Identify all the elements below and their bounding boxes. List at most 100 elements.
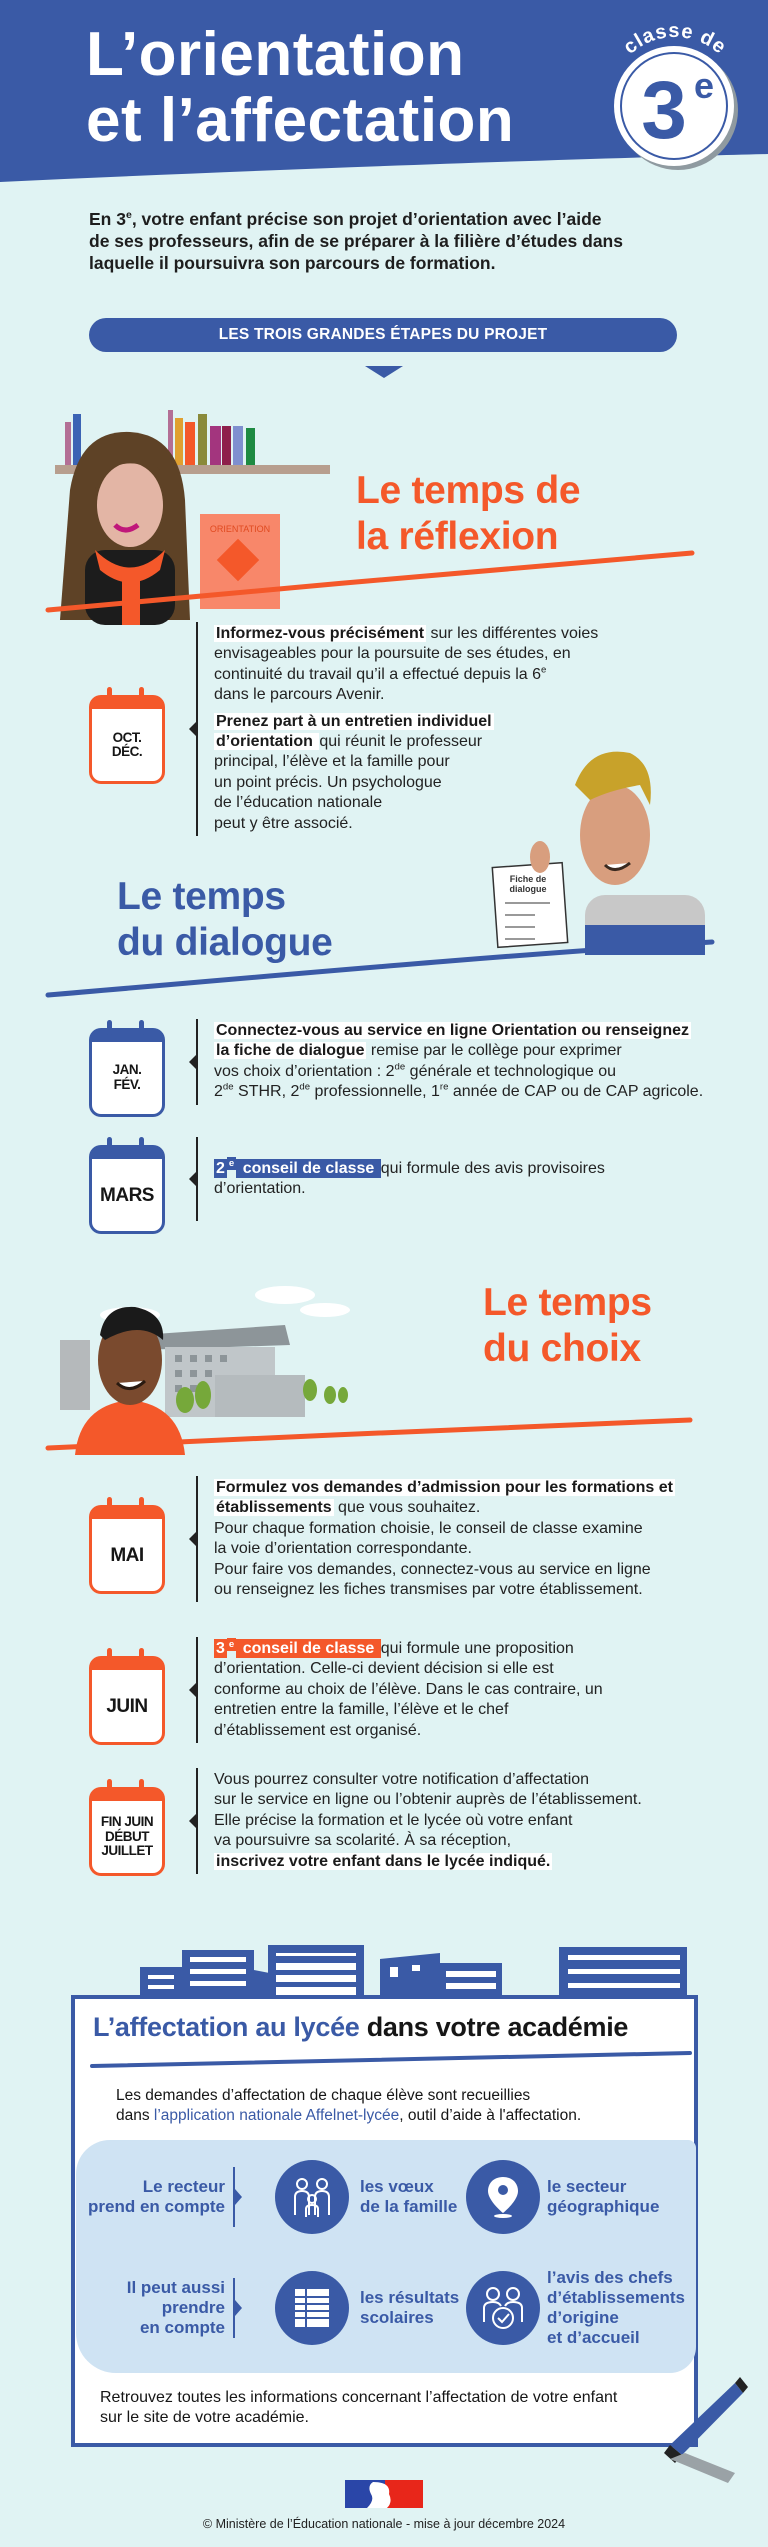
text-segment: Vous pourrez consulter votre notificatio… bbox=[214, 1771, 642, 1850]
books-icon bbox=[65, 410, 255, 465]
dialogue-illustration: Fiche de dialogue bbox=[491, 751, 705, 955]
text-segment: que vous souhaitez. Pour chaque formatio… bbox=[214, 1499, 651, 1599]
timeline-connector bbox=[189, 622, 198, 837]
text-segment: Les demandes d’affectation de chaque élè… bbox=[116, 2087, 531, 2124]
calendar-icon: OCT. DÉC. bbox=[89, 687, 165, 785]
header-band bbox=[0, 0, 768, 182]
affectation-title-blue: L’affectation au lycée bbox=[93, 2012, 360, 2042]
affectation-title: L’affectation au lycée dans votre académ… bbox=[93, 2012, 628, 2043]
location-pin-icon bbox=[466, 2160, 540, 2234]
highlighted-text: conseil de classe bbox=[236, 1639, 381, 1658]
calendar-ring bbox=[139, 687, 144, 704]
entry-text: Vous pourrez consulter votre notificatio… bbox=[214, 1768, 642, 1874]
highlighted-text: de bbox=[394, 1061, 406, 1073]
highlighted-text: e bbox=[226, 1637, 237, 1651]
timeline-entry: MARS 2 e conseil de classe qui formule des… bbox=[89, 1137, 605, 1234]
criteria-label: Le recteur prend en compte bbox=[88, 2177, 225, 2216]
entry-paragraph: Connectez-vous au service en ligne Orien… bbox=[214, 1021, 703, 1103]
republique-francaise-logo bbox=[345, 2480, 423, 2508]
highlighted-text: e bbox=[541, 664, 547, 676]
highlighted-text: e bbox=[226, 1157, 237, 1171]
highlighted-text: inscrivez votre enfant dans le lycée ind… bbox=[214, 1852, 553, 1870]
text-segment: qui formule des avis provisoires d’orien… bbox=[214, 1159, 605, 1197]
reflection-illustration: ORIENTATION bbox=[55, 410, 330, 625]
calendar-ring bbox=[139, 1497, 144, 1514]
calendar-ring bbox=[139, 1019, 144, 1036]
sheet-label: Fiche de dialogue bbox=[509, 874, 546, 894]
text-segment: générale et technologique ou 2 bbox=[214, 1062, 617, 1101]
page-title-line-1: L’orientation bbox=[86, 20, 465, 89]
text-segment: sur les différentes voies envisageables … bbox=[214, 625, 599, 683]
highlighted-text: conseil de classe bbox=[236, 1158, 381, 1178]
criteria-label: Il peut aussi prendre en compte bbox=[126, 2278, 225, 2337]
text-segment: dans le parcours Avenir. bbox=[214, 686, 385, 704]
chevron-right-icon bbox=[233, 2167, 242, 2227]
dialogue-sheet: Fiche de dialogue bbox=[491, 841, 569, 949]
calendar-ring bbox=[107, 1648, 112, 1665]
calendar-page: MARS bbox=[89, 1145, 165, 1234]
woman-avatar bbox=[60, 431, 190, 625]
timeline-entry: JUIN 3 e conseil de classe qui formule une… bbox=[89, 1637, 603, 1746]
entry-paragraph: Formulez vos demandes d’admission pour l… bbox=[214, 1478, 675, 1600]
highlighter-marker-icon bbox=[664, 2377, 748, 2483]
calendar-ring bbox=[107, 1137, 112, 1153]
calendar-icon: MARS bbox=[89, 1137, 165, 1234]
intro-body: , votre enfant précise son projet d’orie… bbox=[89, 209, 623, 273]
highlighted-text: de bbox=[299, 1081, 311, 1093]
section-title-reflection: Le temps de la réflexion bbox=[356, 469, 581, 558]
calendar-ring bbox=[139, 1648, 144, 1665]
intro-text: En 3e, votre enfant précise son projet d… bbox=[89, 208, 689, 274]
criteria-item: l’avis des chefs d’établissements d’orig… bbox=[547, 2268, 685, 2347]
family-icon bbox=[275, 2160, 349, 2234]
affectation-title-black: dans votre académie bbox=[359, 2012, 629, 2042]
calendar-page: FIN JUIN DÉBUT JUILLET bbox=[89, 1787, 165, 1877]
calendar-date: MAI bbox=[110, 1544, 144, 1566]
badge-superscript: e bbox=[694, 65, 714, 106]
entry-text: Formulez vos demandes d’admission pour l… bbox=[214, 1476, 675, 1602]
steps-banner: LES TROIS GRANDES ÉTAPES DU PROJET bbox=[89, 318, 677, 352]
calendar-page: JUIN bbox=[89, 1656, 165, 1746]
entry-paragraph: Informez-vous précisément sur les différ… bbox=[214, 624, 598, 706]
affectation-note: Retrouvez toutes les informations concer… bbox=[100, 2389, 618, 2426]
calendar-icon: MAI bbox=[89, 1497, 165, 1595]
down-arrow-icon bbox=[365, 366, 403, 378]
class-badge: classe de 3 e bbox=[614, 18, 738, 170]
calendar-ring bbox=[107, 1779, 112, 1796]
affectation-description: Les demandes d’affectation de chaque élè… bbox=[116, 2086, 581, 2126]
timeline-entry: MAI Formulez vos demandes d’admission pou… bbox=[89, 1476, 675, 1603]
timeline-connector bbox=[189, 1768, 198, 1875]
highlighted-text: re bbox=[439, 1081, 449, 1093]
calendar-date: JAN. FÉV. bbox=[112, 1062, 142, 1092]
poster-label: ORIENTATION bbox=[210, 524, 270, 534]
calendar-date: MARS bbox=[100, 1184, 154, 1206]
text-segment: qui formule une proposition d’orientatio… bbox=[214, 1640, 603, 1739]
calendar-icon: JAN. FÉV. bbox=[89, 1019, 165, 1117]
entry-text: Informez-vous précisément sur les différ… bbox=[214, 622, 598, 836]
timeline-entry: FIN JUIN DÉBUT JUILLET Vous pourrez consu… bbox=[89, 1768, 642, 1877]
highlighted-text: de bbox=[222, 1081, 234, 1093]
criteria-row: Il peut aussi prendre en compte les résul… bbox=[0, 2268, 768, 2348]
section-title-choice: Le temps du choix bbox=[483, 1281, 652, 1370]
calendar-ring bbox=[107, 1019, 112, 1036]
criteria-item: le secteur géographique bbox=[547, 2177, 660, 2216]
criteria-item: les vœux de la famille bbox=[360, 2177, 458, 2216]
orange-swoosh bbox=[45, 1417, 693, 1451]
timeline-connector bbox=[189, 1637, 198, 1744]
blue-swoosh bbox=[45, 939, 715, 998]
timeline-connector bbox=[189, 1019, 198, 1105]
calendar-date: FIN JUIN DÉBUT JUILLET bbox=[100, 1814, 154, 1859]
calendar-ring bbox=[107, 687, 112, 704]
criteria-row: Le recteur prend en compte les vœux de la… bbox=[0, 2157, 768, 2237]
calendar-page: JAN. FÉV. bbox=[89, 1027, 165, 1117]
calendar-icon: FIN JUIN DÉBUT JUILLET bbox=[89, 1779, 165, 1877]
calendar-page: OCT. DÉC. bbox=[89, 695, 165, 785]
copyright-text: © Ministère de l’Éducation nationale - m… bbox=[202, 2517, 566, 2531]
entry-paragraph: Prenez part à un entretien individuel d’… bbox=[214, 712, 598, 834]
tree-icons bbox=[176, 1379, 348, 1413]
intro-sup: e bbox=[125, 209, 132, 222]
criteria-panel bbox=[76, 2140, 696, 2373]
